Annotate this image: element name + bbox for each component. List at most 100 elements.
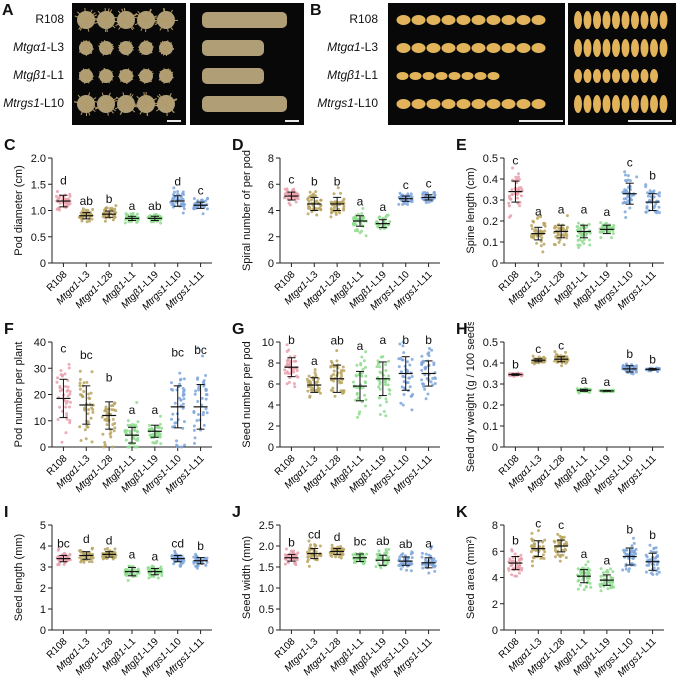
y-tick-label: 4 (268, 206, 274, 218)
significance-letter: a (357, 339, 364, 353)
significance-letter: c (558, 518, 564, 532)
significance-letter: bc (194, 343, 207, 357)
significance-letter: bc (80, 348, 93, 362)
y-tick-label: 1 (40, 604, 46, 616)
y-tick-label: 0.5 (483, 153, 498, 165)
y-tick-label: 0.5 (259, 604, 274, 616)
significance-letter: b (288, 535, 295, 549)
significance-letter: b (649, 528, 656, 542)
y-tick-label: 0.3 (483, 379, 498, 391)
genotype-label: R108 (349, 12, 378, 26)
pods-side-view-photo (190, 3, 304, 125)
scale-bar (519, 120, 563, 122)
y-tick-label: 4 (40, 541, 46, 553)
significance-letter: a (129, 547, 136, 561)
y-axis-label: Seed area (mm²) (465, 536, 477, 619)
y-tick-label: 1.0 (31, 206, 46, 218)
y-tick-label: 0 (40, 442, 46, 454)
significance-letter: d (174, 175, 181, 189)
y-tick-label: 2 (492, 599, 498, 611)
seeds-side-view-photo (568, 3, 676, 125)
y-tick-label: 2.0 (259, 541, 274, 553)
y-tick-label: 2.5 (259, 520, 274, 532)
significance-letter: b (197, 539, 204, 553)
significance-letter: a (152, 550, 159, 564)
genotype-label: Mtgβ1-L1 (327, 68, 378, 82)
significance-letter: a (357, 194, 364, 208)
significance-letter: a (535, 205, 542, 219)
y-tick-label: 30 (34, 363, 46, 375)
significance-letter: bc (171, 346, 184, 360)
y-axis-label: Pod diameter (cm) (13, 165, 25, 255)
significance-letter: c (60, 341, 66, 355)
significance-letter: c (288, 172, 294, 186)
seeds-top-view-photo (388, 3, 565, 125)
y-tick-label: 0 (268, 442, 274, 454)
significance-letter: d (334, 530, 341, 544)
significance-letter: d (106, 533, 113, 547)
scale-bar (628, 120, 672, 122)
y-tick-label: 0 (40, 258, 46, 270)
significance-letter: c (198, 183, 204, 197)
y-tick-label: 0.2 (483, 400, 498, 412)
y-tick-label: 2 (268, 421, 274, 433)
y-tick-label: 2.0 (31, 153, 46, 165)
panel-letter-c: C (4, 138, 16, 154)
panel-letter-a: A (2, 2, 14, 20)
panel-letter-b: B (310, 2, 322, 20)
y-tick-label: 1.5 (31, 179, 46, 191)
panel-letter-g: G (232, 322, 244, 338)
y-axis-label: Pod number per plant (13, 342, 25, 448)
significance-letter: cd (171, 537, 184, 551)
y-tick-label: 8 (268, 358, 274, 370)
y-axis-label: Seed width (mm) (241, 536, 253, 619)
y-tick-label: 0.4 (483, 358, 498, 370)
panel-letter-f: F (4, 322, 14, 338)
y-tick-label: 4 (268, 400, 274, 412)
panel-letter-i: I (4, 505, 8, 521)
y-tick-label: 5 (40, 520, 46, 532)
significance-letter: c (558, 339, 564, 353)
y-tick-label: 8 (268, 153, 274, 165)
y-tick-label: 0.4 (483, 174, 498, 186)
y-tick-label: 0.1 (483, 237, 498, 249)
y-tick-label: 0.5 (31, 232, 46, 244)
significance-letter: a (604, 375, 611, 389)
significance-letter: ab (376, 534, 390, 548)
significance-letter: c (403, 178, 409, 192)
genotype-label: Mtgα1-L3 (13, 40, 64, 54)
y-tick-label: 0.2 (483, 216, 498, 228)
significance-letter: b (425, 333, 432, 347)
significance-letter: b (106, 192, 113, 206)
y-tick-label: 40 (34, 337, 46, 349)
significance-letter: a (311, 354, 318, 368)
y-tick-label: 4 (492, 573, 498, 585)
y-axis-label: Seed number per pod (241, 341, 253, 447)
genotype-label: Mtrgs1-L10 (317, 96, 378, 110)
y-axis-label: Spiral number of per pod (241, 150, 253, 271)
significance-letter: c (426, 177, 432, 191)
y-tick-label: 0.5 (483, 337, 498, 349)
y-tick-label: 1.0 (259, 583, 274, 595)
significance-letter: a (380, 333, 387, 347)
significance-letter: c (512, 154, 518, 168)
significance-letter: a (581, 203, 588, 217)
y-tick-label: 3 (40, 562, 46, 574)
y-tick-label: 6 (268, 379, 274, 391)
panel-letter-j: J (232, 505, 241, 521)
significance-letter: ab (80, 194, 94, 208)
y-tick-label: 6 (492, 546, 498, 558)
significance-letter: ab (148, 199, 162, 213)
significance-letter: ab (399, 537, 413, 551)
significance-letter: b (649, 169, 656, 183)
pods-top-view-photo (72, 3, 186, 125)
y-tick-label: 20 (34, 390, 46, 402)
significance-letter: d (83, 532, 90, 546)
